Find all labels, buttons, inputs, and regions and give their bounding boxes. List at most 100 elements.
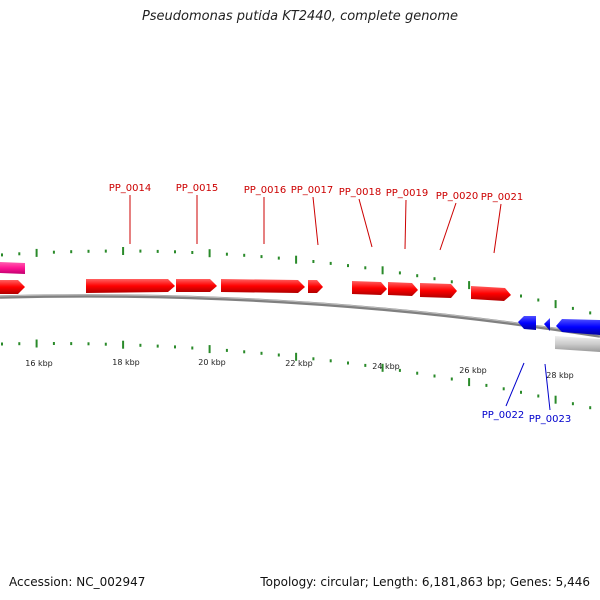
outer-tick — [554, 300, 557, 309]
forward-label-leaders — [129, 195, 502, 254]
outer-tick — [416, 274, 419, 278]
inner-ticks — [1, 339, 592, 410]
outer-tick — [520, 294, 522, 298]
outer-tick — [381, 266, 384, 275]
inner-tick — [364, 363, 367, 367]
inner-tick — [554, 395, 557, 404]
outer-tick — [260, 255, 263, 259]
outer-tick — [139, 249, 142, 253]
inner-tick — [70, 342, 73, 346]
scale-label-20kbp: 20 kbp — [198, 358, 226, 367]
gene-arrow-left-partial[interactable] — [0, 280, 25, 294]
inner-tick — [537, 394, 540, 398]
gene-arrow-pp0021[interactable] — [471, 286, 511, 301]
grey-feature[interactable] — [555, 336, 600, 352]
gene-arrow-pp0018[interactable] — [352, 281, 387, 295]
outer-tick — [208, 249, 211, 258]
accession-text: Accession: NC_002947 — [9, 575, 146, 589]
inner-tick — [35, 339, 38, 348]
inner-tick — [502, 387, 505, 391]
gene-arrow-right-partial[interactable] — [556, 319, 600, 335]
gene-arrow-pp0014[interactable] — [86, 279, 175, 293]
inner-tick — [329, 359, 332, 363]
outer-tick — [329, 261, 332, 265]
inner-tick — [485, 383, 488, 387]
gene-label-pp0023[interactable]: PP_0023 — [529, 414, 572, 425]
scale-label-22kbp: 22 kbp — [285, 359, 313, 368]
outer-tick — [433, 277, 436, 281]
outer-tick — [295, 255, 298, 264]
inner-tick — [191, 346, 194, 350]
gene-arrow-pp0020[interactable] — [420, 283, 457, 298]
genome-backbone — [0, 294, 600, 338]
inner-tick — [416, 371, 419, 375]
gene-label-pp0021[interactable]: PP_0021 — [481, 192, 524, 203]
scale-label-28kbp: 28 kbp — [546, 371, 574, 380]
inner-tick — [295, 352, 298, 361]
gene-label-pp0015[interactable]: PP_0015 — [176, 183, 219, 194]
outer-tick — [450, 280, 453, 284]
inner-tick — [156, 344, 159, 348]
inner-tick — [104, 342, 107, 346]
outer-tick — [225, 252, 228, 256]
outer-tick — [191, 251, 194, 254]
gene-label-pp0017[interactable]: PP_0017 — [291, 185, 334, 196]
gene-arrow-pp0022[interactable] — [518, 316, 536, 330]
outer-tick — [277, 256, 280, 260]
scale-label-18kbp: 18 kbp — [112, 358, 140, 367]
forward-gene-labels: PP_0014 PP_0015 PP_0016 PP_0017 PP_0018 … — [109, 183, 524, 203]
magenta-feature[interactable] — [0, 262, 25, 274]
gene-label-pp0019[interactable]: PP_0019 — [386, 188, 429, 199]
inner-tick — [260, 351, 263, 355]
inner-tick — [208, 345, 211, 354]
inner-tick — [52, 342, 55, 345]
outer-tick — [364, 266, 367, 270]
scale-label-16kbp: 16 kbp — [25, 359, 53, 368]
gene-arrow-pp0017[interactable] — [308, 280, 323, 293]
inner-tick — [450, 377, 453, 381]
inner-tick — [139, 343, 142, 347]
inner-tick — [347, 361, 349, 365]
inner-tick — [277, 353, 280, 357]
genome-title: Pseudomonas putida KT2440, complete geno… — [141, 9, 459, 24]
gene-label-pp0022[interactable]: PP_0022 — [482, 410, 525, 421]
outer-tick — [347, 264, 349, 268]
inner-tick — [381, 363, 384, 372]
outer-tick — [70, 250, 73, 254]
scale-label-26kbp: 26 kbp — [459, 366, 487, 375]
outer-tick — [571, 306, 574, 310]
gene-label-pp0014[interactable]: PP_0014 — [109, 183, 152, 194]
outer-tick — [122, 247, 125, 255]
inner-tick — [122, 340, 125, 349]
outer-tick — [589, 311, 592, 315]
outer-tick — [87, 249, 90, 253]
outer-tick — [52, 250, 55, 254]
genome-summary-text: Topology: circular; Length: 6,181,863 bp… — [260, 575, 590, 589]
inner-tick — [433, 374, 436, 378]
gene-label-pp0020[interactable]: PP_0020 — [436, 191, 479, 202]
gene-label-pp0018[interactable]: PP_0018 — [339, 187, 382, 198]
outer-tick — [537, 298, 540, 302]
gene-arrow-pp0016[interactable] — [221, 279, 305, 293]
outer-tick — [104, 249, 107, 253]
inner-tick — [589, 406, 592, 410]
inner-tick — [398, 368, 401, 372]
gene-arrow-pp0023[interactable] — [544, 318, 550, 331]
inner-tick — [312, 357, 315, 361]
gene-arrow-pp0015[interactable] — [176, 279, 217, 292]
inner-tick — [174, 345, 176, 349]
inner-tick — [225, 348, 228, 352]
outer-tick — [398, 271, 401, 275]
scale-labels: 16 kbp 18 kbp 20 kbp 22 kbp 24 kbp 26 kb… — [25, 358, 574, 380]
reverse-gene-labels: PP_0022 PP_0023 — [482, 410, 572, 425]
outer-tick — [35, 248, 38, 257]
scale-label-24kbp: 24 kbp — [372, 362, 400, 371]
gene-label-pp0016[interactable]: PP_0016 — [244, 185, 287, 196]
outer-tick — [468, 281, 471, 290]
inner-tick — [243, 350, 246, 354]
gene-arrow-pp0019[interactable] — [388, 282, 418, 296]
reverse-genes — [518, 316, 600, 335]
outer-tick — [174, 250, 176, 254]
inner-tick — [468, 378, 471, 387]
